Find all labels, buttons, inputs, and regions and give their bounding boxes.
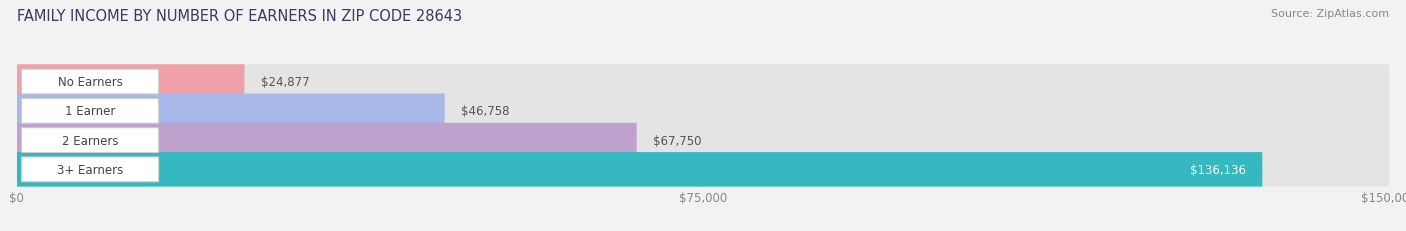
FancyBboxPatch shape	[21, 70, 159, 94]
Text: $24,877: $24,877	[262, 76, 309, 89]
FancyBboxPatch shape	[17, 152, 1389, 187]
Text: 1 Earner: 1 Earner	[65, 105, 115, 118]
Text: 2 Earners: 2 Earners	[62, 134, 118, 147]
Text: 3+ Earners: 3+ Earners	[56, 163, 124, 176]
FancyBboxPatch shape	[17, 123, 1389, 158]
Text: FAMILY INCOME BY NUMBER OF EARNERS IN ZIP CODE 28643: FAMILY INCOME BY NUMBER OF EARNERS IN ZI…	[17, 9, 463, 24]
FancyBboxPatch shape	[21, 99, 159, 124]
FancyBboxPatch shape	[17, 65, 1389, 99]
FancyBboxPatch shape	[17, 94, 444, 128]
FancyBboxPatch shape	[17, 94, 1389, 128]
Text: Source: ZipAtlas.com: Source: ZipAtlas.com	[1271, 9, 1389, 19]
Text: $67,750: $67,750	[654, 134, 702, 147]
Text: No Earners: No Earners	[58, 76, 122, 89]
FancyBboxPatch shape	[17, 152, 1263, 187]
Text: $136,136: $136,136	[1189, 163, 1246, 176]
Text: $46,758: $46,758	[461, 105, 509, 118]
FancyBboxPatch shape	[17, 123, 637, 158]
FancyBboxPatch shape	[21, 157, 159, 182]
FancyBboxPatch shape	[17, 65, 245, 99]
FancyBboxPatch shape	[21, 128, 159, 153]
